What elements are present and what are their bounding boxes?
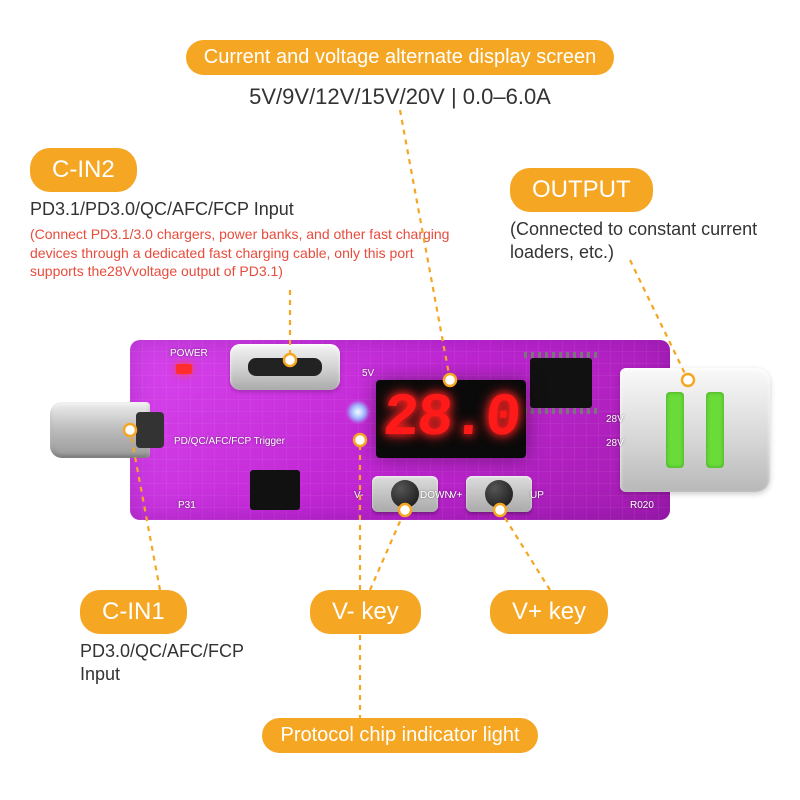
pcb-board: 28.0 POWER PD/QC/AFC/FCP Trigger P31 5V … bbox=[130, 340, 670, 520]
seven-seg-display: 28.0 bbox=[376, 380, 526, 458]
silk-down: DOWN bbox=[420, 490, 452, 501]
usba-output-port bbox=[620, 368, 770, 492]
cin2-note: (Connect PD3.1/3.0 chargers, power banks… bbox=[30, 225, 450, 280]
power-led bbox=[176, 364, 192, 374]
silk-vminus: V- bbox=[354, 490, 363, 501]
silk-28v-b: 28V bbox=[606, 438, 624, 449]
silk-up: UP bbox=[530, 490, 544, 501]
silk-r020: R020 bbox=[630, 500, 654, 511]
silk-trigger: PD/QC/AFC/FCP Trigger bbox=[174, 436, 285, 447]
output-title-pill: OUTPUT bbox=[510, 168, 653, 212]
usbc-in2-port bbox=[230, 344, 340, 390]
display-digits: 28.0 bbox=[381, 389, 521, 449]
cin1-sub: PD3.0/QC/AFC/FCP Input bbox=[80, 640, 280, 687]
ic-chip bbox=[530, 358, 592, 408]
silk-vplus: V+ bbox=[450, 490, 463, 501]
cin2-sub: PD3.1/PD3.0/QC/AFC/FCP Input bbox=[30, 198, 470, 221]
protocol-pill: Protocol chip indicator light bbox=[262, 718, 537, 753]
usbc-in1-port bbox=[50, 402, 150, 458]
silk-power: POWER bbox=[170, 348, 208, 359]
header-spec: 5V/9V/12V/15V/20V | 0.0–6.0A bbox=[0, 83, 800, 112]
vminus-pill: V- key bbox=[310, 590, 421, 634]
silk-28v-a: 28V bbox=[606, 414, 624, 425]
cin2-title-pill: C-IN2 bbox=[30, 148, 137, 192]
silk-5v: 5V bbox=[362, 368, 374, 379]
silk-p31: P31 bbox=[178, 500, 196, 511]
regulator-ic bbox=[250, 470, 300, 510]
output-sub: (Connected to constant current loaders, … bbox=[510, 218, 790, 265]
vplus-pill: V+ key bbox=[490, 590, 608, 634]
cin1-title-pill: C-IN1 bbox=[80, 590, 187, 634]
header-pill: Current and voltage alternate display sc… bbox=[186, 40, 614, 75]
v-plus-button[interactable] bbox=[466, 476, 532, 512]
